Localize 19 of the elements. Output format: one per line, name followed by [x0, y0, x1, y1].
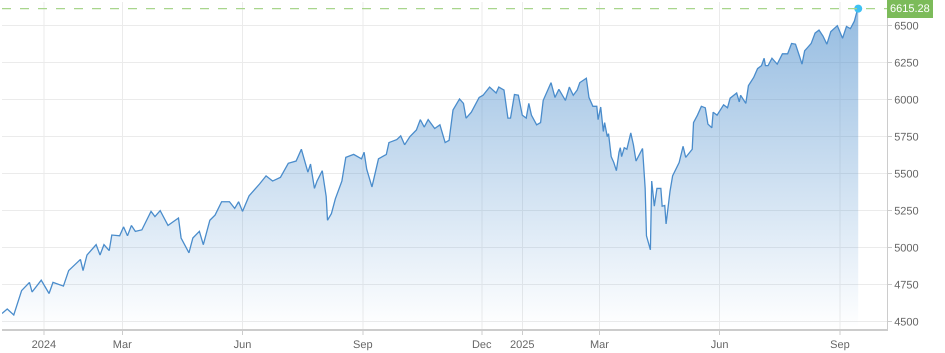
x-tick-label: Jun [234, 339, 252, 352]
x-tick-label: Mar [590, 339, 610, 352]
y-tick-label: 4750 [894, 279, 919, 292]
ref-line-label: 6615.28 [890, 3, 930, 15]
y-tick-label: 5500 [894, 168, 919, 180]
y-tick-label: 5000 [894, 242, 919, 254]
y-tick-label: 4500 [894, 316, 919, 328]
x-tick-label: Dec [472, 339, 492, 352]
x-tick-label: Sep [830, 339, 850, 352]
y-tick-label: 6500 [894, 20, 919, 33]
x-tick-label: Mar [112, 339, 132, 352]
y-tick-label: 6000 [894, 94, 919, 107]
x-tick-label: 2025 [510, 339, 535, 352]
y-tick-label: 6250 [894, 58, 919, 70]
x-tick-label: Sep [353, 339, 373, 352]
y-tick-label: 5750 [894, 132, 919, 144]
y-tick-label: 5250 [894, 205, 919, 218]
x-tick-label: 2024 [32, 339, 56, 352]
x-tick-label: Jun [710, 339, 729, 352]
